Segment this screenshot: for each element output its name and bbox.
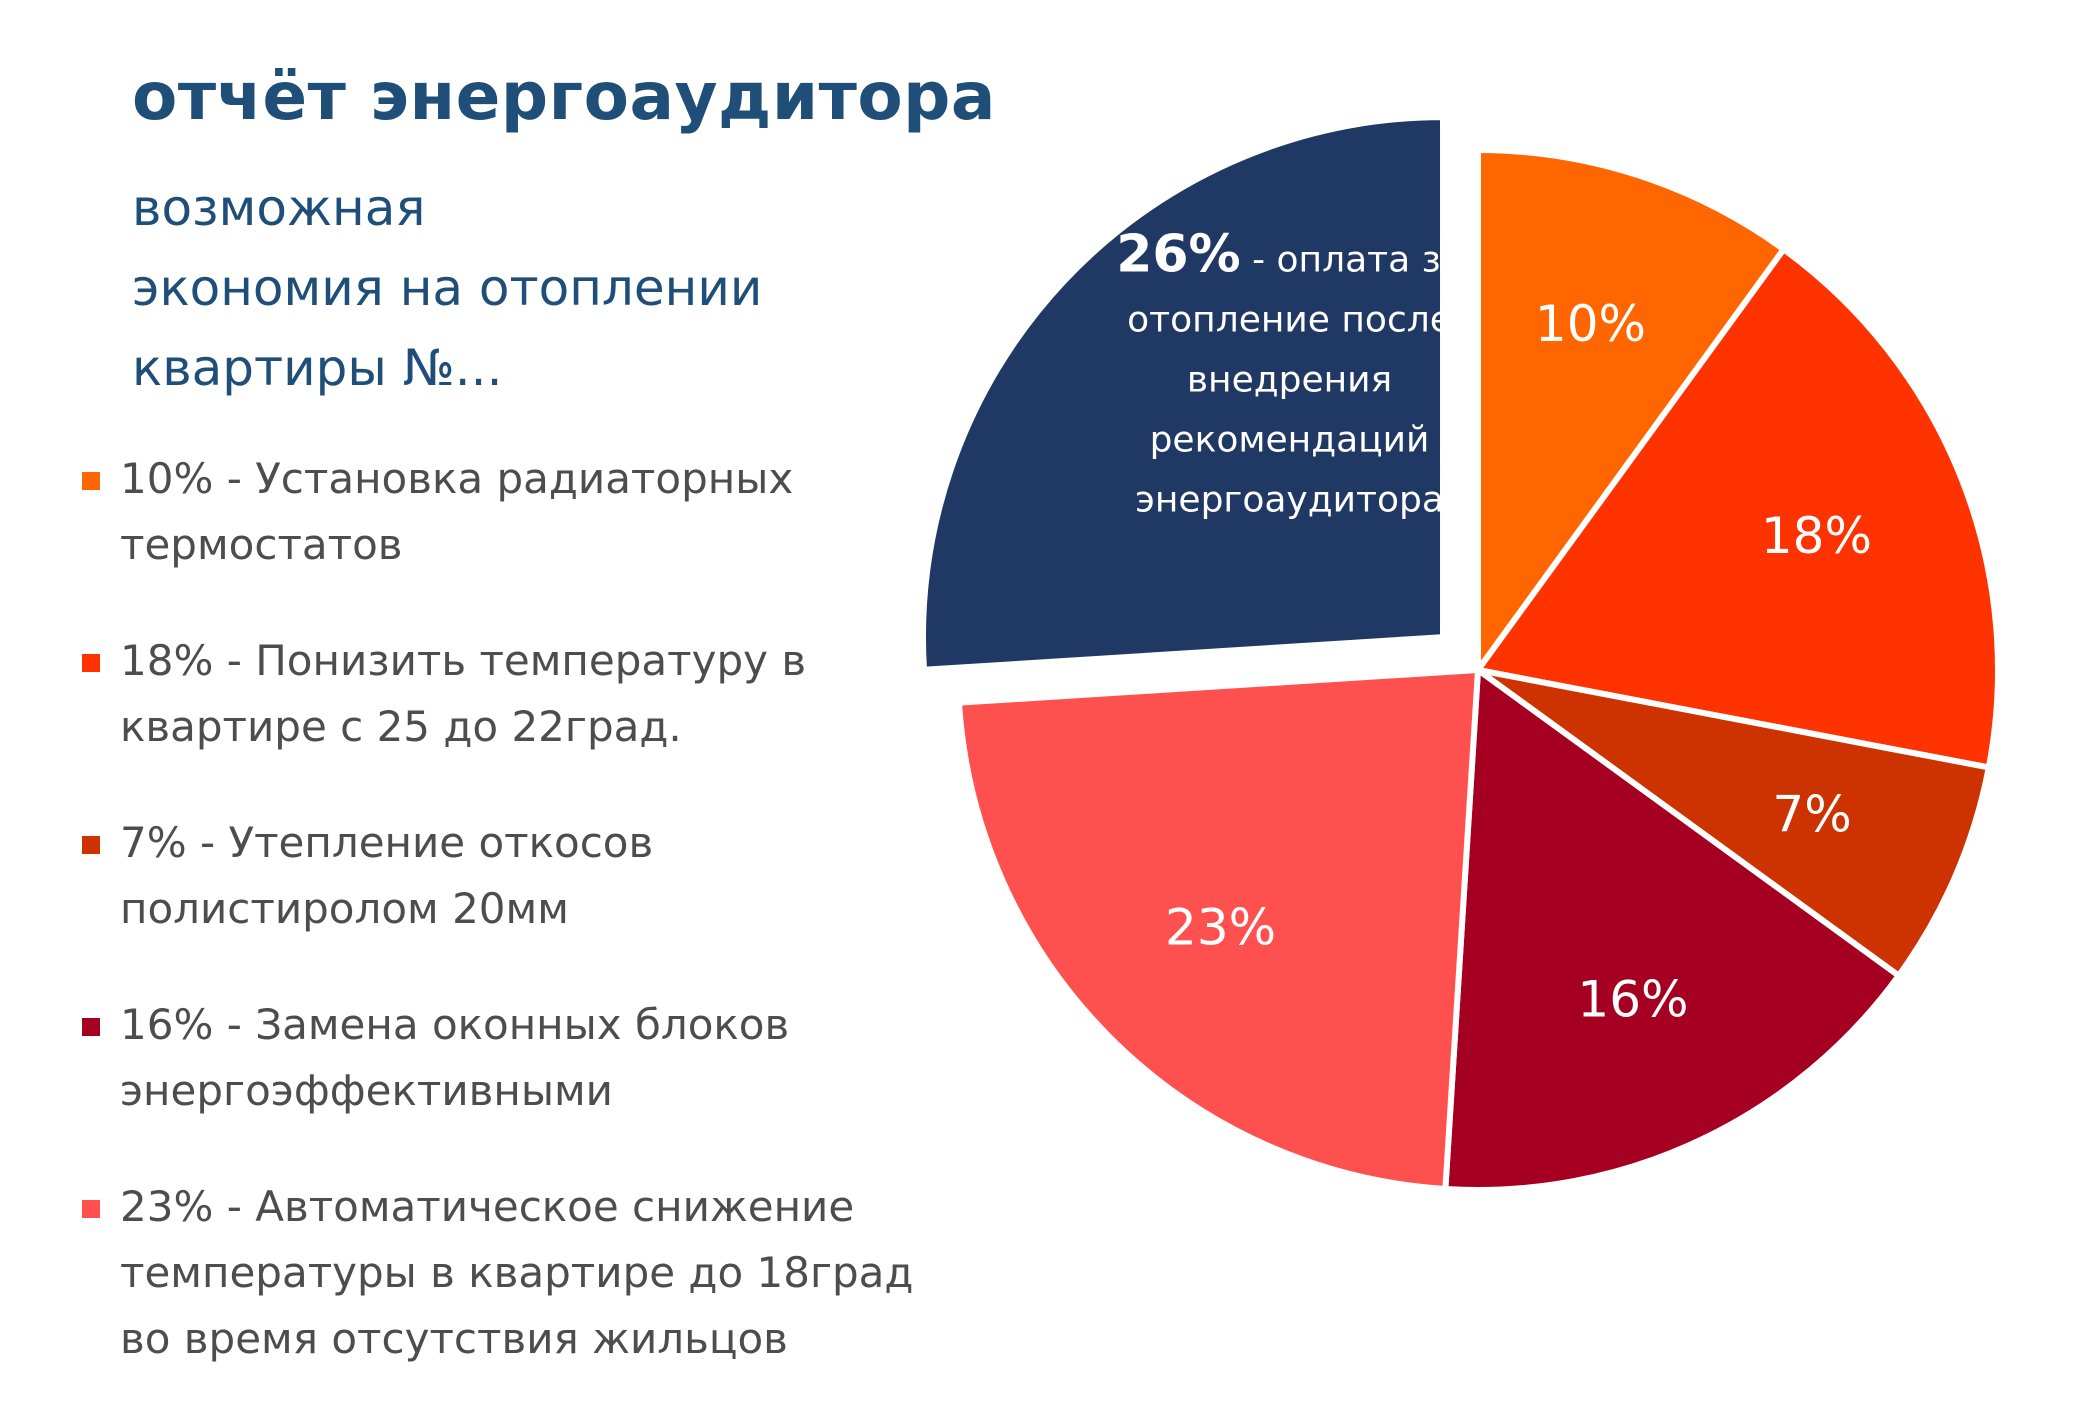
legend-item: 16% - Замена оконных блоков энергоэффект… xyxy=(80,992,960,1124)
pie-slice xyxy=(1442,667,1902,1193)
subtitle-line: возможная xyxy=(132,179,426,237)
legend-label: 18% - Понизить температуру в квартире с … xyxy=(120,636,807,751)
pie-slice xyxy=(1475,147,1787,673)
slice-annotation: 26% - оплата за отопление после внедрения р… xyxy=(1116,224,1463,520)
pie-slice xyxy=(1475,667,1992,979)
legend-item: 18% - Понизить температуру в квартире с … xyxy=(80,628,960,760)
legend-swatch xyxy=(82,472,100,490)
subtitle: возможная экономия на отоплении квартиры… xyxy=(132,168,762,408)
pie-slice xyxy=(956,667,1481,1192)
subtitle-line: квартиры №... xyxy=(132,339,503,397)
slice-data-label: 7% xyxy=(1772,786,1851,844)
legend-swatch xyxy=(82,1200,100,1218)
slice-data-label: 26% xyxy=(1116,224,1240,284)
legend-item: 23% - Автоматическое снижение температур… xyxy=(80,1174,960,1372)
legend-label: 16% - Замена оконных блоков энергоэффект… xyxy=(120,1000,790,1115)
slice-data-label: 16% xyxy=(1577,970,1688,1028)
pie-slice xyxy=(1475,246,2001,771)
legend-item: 7% - Утепление откосов полистиролом 20мм xyxy=(80,810,960,942)
legend-swatch xyxy=(82,836,100,854)
legend-label: 23% - Автоматическое снижение температур… xyxy=(120,1182,914,1363)
legend-label: 7% - Утепление откосов полистиролом 20мм xyxy=(120,818,654,933)
legend-swatch xyxy=(82,1018,100,1036)
chart-legend: 10% - Установка радиаторных термостатов … xyxy=(80,446,960,1422)
subtitle-line: экономия на отоплении xyxy=(132,259,763,317)
slice-data-label: 23% xyxy=(1165,898,1276,956)
page-title: отчёт энергоаудитора xyxy=(132,58,996,135)
legend-swatch xyxy=(82,654,100,672)
legend-item: 10% - Установка радиаторных термостатов xyxy=(80,446,960,578)
slice-data-label: 18% xyxy=(1761,507,1872,565)
slice-data-label: 10% xyxy=(1535,295,1646,353)
pie-slice xyxy=(920,114,1447,673)
legend-label: 10% - Установка радиаторных термостатов xyxy=(120,454,794,569)
